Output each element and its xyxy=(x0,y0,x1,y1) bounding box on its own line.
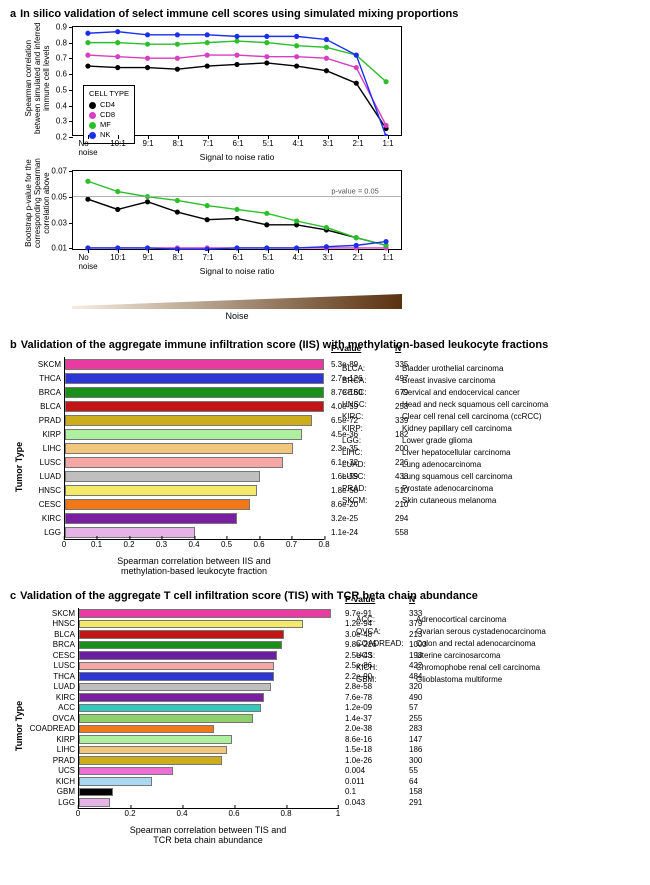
bar-row: KIRP8.6e-16147 xyxy=(79,734,338,745)
panel-c-title: cValidation of the aggregate T cell infi… xyxy=(10,590,640,602)
bar-row: CESC8.6e-20210 xyxy=(65,497,324,511)
bar-row: COADREAD2.0e-38283 xyxy=(79,724,338,735)
legend-item: CD8 xyxy=(89,110,129,120)
panel-a-bot-xlabel: Signal to noise ratio xyxy=(72,266,402,276)
bar-row: LIHC1.5e-18186 xyxy=(79,745,338,756)
svg-text:p-value = 0.05: p-value = 0.05 xyxy=(331,187,378,196)
panel-b-xticks: 00.10.20.30.40.50.60.70.8 xyxy=(64,540,324,554)
bar-row: LUSC6.1e-32226 xyxy=(65,455,324,469)
panel-c-xticks: 00.20.40.60.81 xyxy=(78,809,338,823)
bar-row: THCA2.7e-126497 xyxy=(65,371,324,385)
bar-row: KIRC7.6e-78490 xyxy=(79,692,338,703)
bar-row: KICH0.01164 xyxy=(79,776,338,787)
legend-item: MF xyxy=(89,120,129,130)
bar-row: THCA2.2e-90484 xyxy=(79,671,338,682)
panel-a-title: aIn silico validation of select immune c… xyxy=(10,8,640,20)
bar-row: PRAD6.5e-72339 xyxy=(65,413,324,427)
panel-a: aIn silico validation of select immune c… xyxy=(10,8,640,321)
bar-row: KIRP4.5e-36182 xyxy=(65,427,324,441)
bar-row: LUAD1.6e-59438 xyxy=(65,469,324,483)
bar-row: SKCM5.3e-89335 xyxy=(65,357,324,371)
bar-row: GBM0.1158 xyxy=(79,787,338,798)
panel-a-top-xlabel: Signal to noise ratio xyxy=(72,152,402,162)
bar-row: LGG0.043291 xyxy=(79,797,338,808)
bar-row: LUSC2.5e-86422 xyxy=(79,661,338,672)
bar-row: HNSC1.2e-94379 xyxy=(79,619,338,630)
panel-c-xlabel: Spearman correlation between TIS and TCR… xyxy=(78,825,338,845)
bar-row: BRCA8.7e-160679 xyxy=(65,385,324,399)
bar-row: SKCM9.7e-91333 xyxy=(79,608,338,619)
bar-row: KIRC3.2e-25294 xyxy=(65,511,324,525)
legend-title: CELL TYPE xyxy=(89,89,129,98)
bar-row: BLCA4.0e-59258 xyxy=(65,399,324,413)
bar-row: CESC2.5e-43198 xyxy=(79,650,338,661)
bar-row: BLCA3.0e-48213 xyxy=(79,629,338,640)
panel-c-ylabel: Tumor Type xyxy=(14,701,24,751)
panel-c: cValidation of the aggregate T cell infi… xyxy=(10,590,640,845)
panel-b-barchart: P-valueNSKCM5.3e-89335THCA2.7e-126497BRC… xyxy=(64,357,324,540)
panel-a-bot-svg: p-value = 0.05 xyxy=(73,171,401,251)
bar-row: UCS0.00455 xyxy=(79,766,338,777)
panel-b-xlabel: Spearman correlation between IIS and met… xyxy=(64,556,324,576)
noise-wedge xyxy=(72,294,402,309)
panel-a-top-plot: CELL TYPE CD4CD8MFNK 0.20.30.40.50.60.70… xyxy=(72,26,402,136)
panel-a-bot-ylabel: Bootstrap p-value for the corresponding … xyxy=(24,158,51,248)
bar-row: LUAD2.8e-58320 xyxy=(79,682,338,693)
bar-row: PRAD1.0e-26300 xyxy=(79,755,338,766)
panel-b-title-text: Validation of the aggregate immune infil… xyxy=(21,339,548,351)
bar-row: HNSC1.8e-58510 xyxy=(65,483,324,497)
panel-a-bot-plot: p-value = 0.05 0.010.030.050.07Nonoise10… xyxy=(72,170,402,250)
bar-row: OVCA1.4e-37255 xyxy=(79,713,338,724)
panel-b-title: bValidation of the aggregate immune infi… xyxy=(10,339,640,351)
panel-b-ylabel: Tumor Type xyxy=(14,441,24,491)
panel-b: bValidation of the aggregate immune infi… xyxy=(10,339,640,576)
noise-label: Noise xyxy=(72,311,402,321)
panel-c-barchart: P-valueNSKCM9.7e-91333HNSC1.2e-94379BLCA… xyxy=(78,608,338,809)
panel-a-top-ylabel: Spearman correlation between simulated a… xyxy=(24,22,51,134)
legend-item: CD4 xyxy=(89,100,129,110)
bar-row: BRCA9.8e-2161003 xyxy=(79,640,338,651)
panel-a-title-text: In silico validation of select immune ce… xyxy=(20,8,458,20)
bar-row: ACC1.2e-0957 xyxy=(79,703,338,714)
bar-row: LIHC2.3e-35200 xyxy=(65,441,324,455)
